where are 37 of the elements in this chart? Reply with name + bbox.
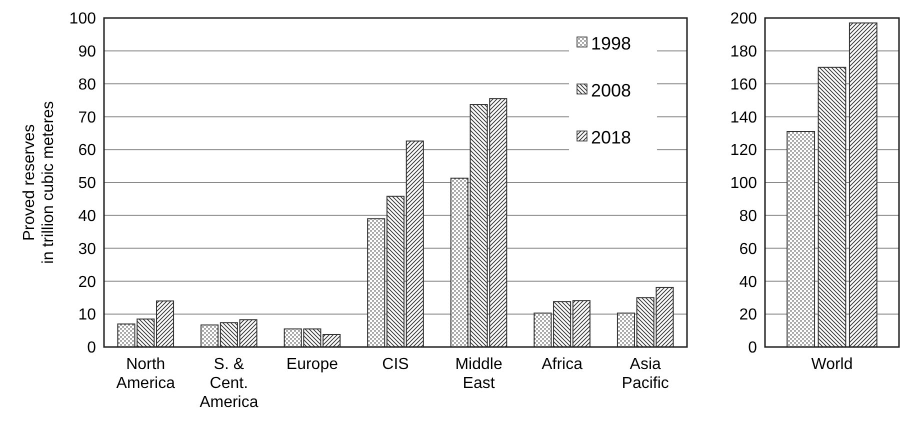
y-tick-label: 70 xyxy=(78,109,96,126)
y-tick-label: 30 xyxy=(78,240,96,258)
y-axis-title: Proved reserves in trillion cubic meteres xyxy=(21,101,57,264)
bar xyxy=(818,66,846,348)
x-tick-label: Europe xyxy=(286,356,338,373)
y-tick-label: 100 xyxy=(69,10,96,28)
y-tick-label: 60 xyxy=(739,240,758,258)
bar xyxy=(848,22,878,348)
y-tick-label: 0 xyxy=(748,340,758,357)
y-tick-label: 10 xyxy=(78,306,96,324)
x-tick-label: S. & Cent. America xyxy=(200,356,258,411)
y-tick-label: 90 xyxy=(78,44,96,60)
x-tick-label: North America xyxy=(116,356,176,392)
legend-label: 2018 xyxy=(591,127,632,148)
y-tick-label: 200 xyxy=(730,10,758,28)
y-tick-label: 140 xyxy=(730,109,758,126)
x-tick-label: Middle East xyxy=(455,356,502,392)
y-tick-label: 20 xyxy=(78,274,96,291)
y-tick-label: 40 xyxy=(739,274,758,291)
y-tick-label: 80 xyxy=(739,208,758,225)
y-tick-label: 0 xyxy=(87,340,96,357)
y-tick-label: 100 xyxy=(730,175,758,192)
y-tick-label: 50 xyxy=(78,175,96,192)
x-tick-label: Africa xyxy=(542,356,583,373)
y-tick-label: 40 xyxy=(78,208,96,225)
y-tick-label: 80 xyxy=(78,76,96,94)
y-tick-label: 60 xyxy=(78,142,96,160)
x-tick-label: Asia Pacific xyxy=(622,356,669,392)
x-tick-label: World xyxy=(811,356,853,373)
y-tick-label: 180 xyxy=(730,44,758,60)
y-tick-label: 120 xyxy=(730,142,758,160)
legend-label: 2008 xyxy=(591,80,632,100)
y-tick-label: 20 xyxy=(739,306,758,324)
y-tick-label: 160 xyxy=(730,76,758,94)
x-tick-label: CIS xyxy=(382,356,409,373)
bar xyxy=(786,131,816,348)
legend-label: 1998 xyxy=(591,33,632,54)
